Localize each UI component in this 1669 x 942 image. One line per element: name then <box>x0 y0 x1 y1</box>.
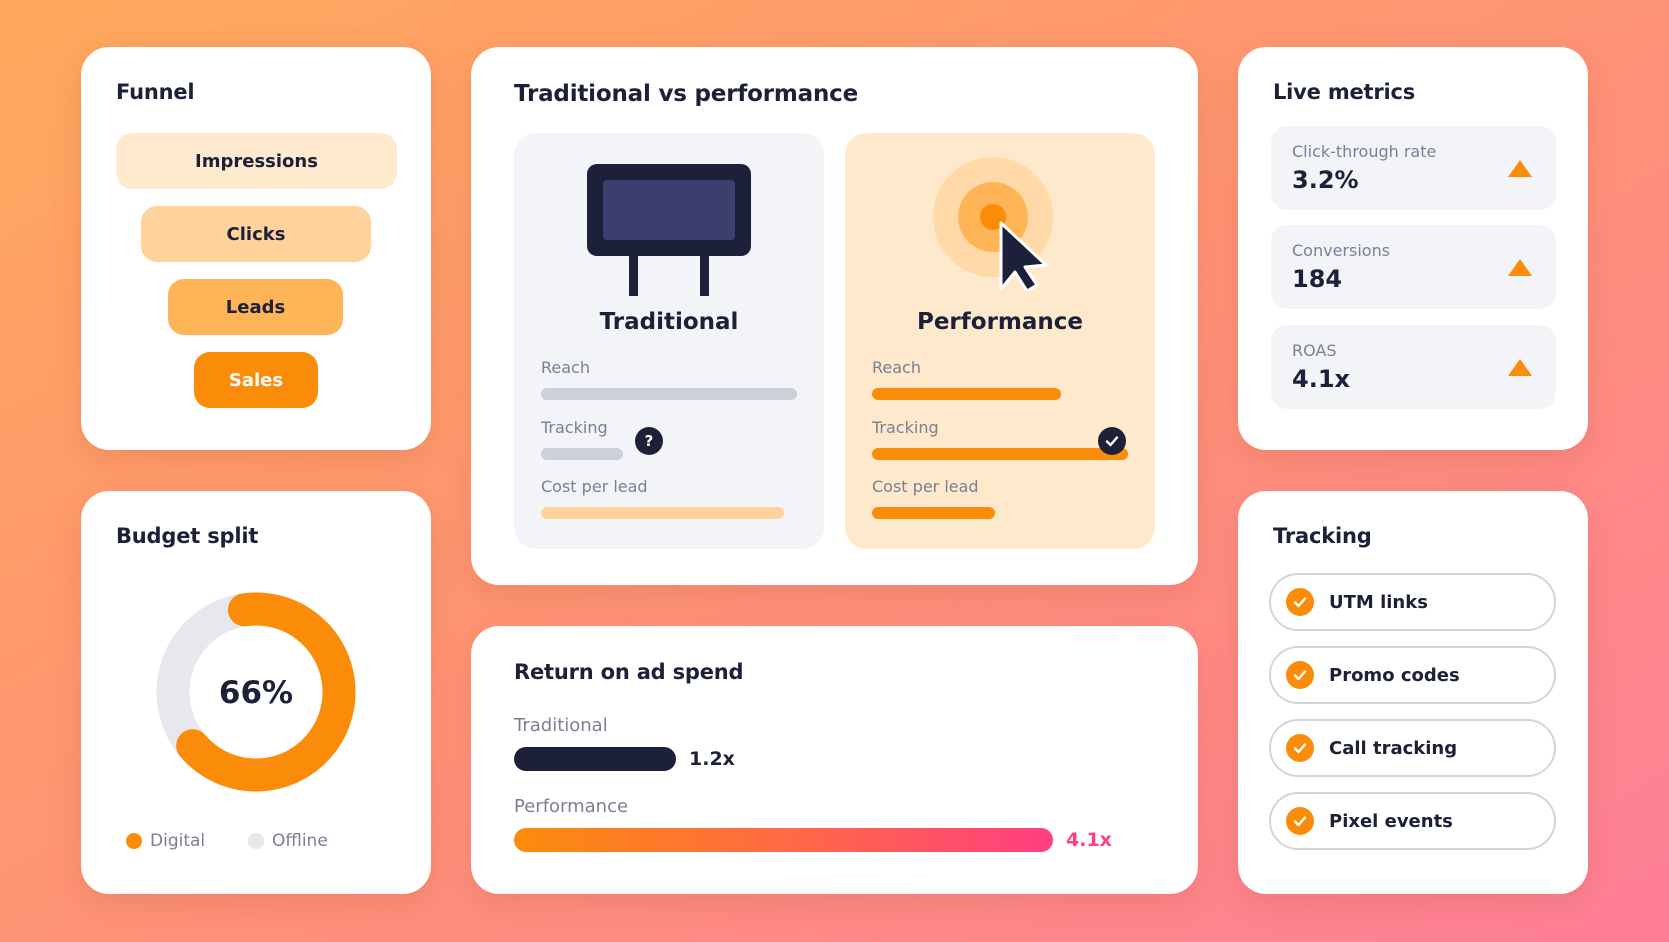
tracking-item-label: Pixel events <box>1329 810 1453 832</box>
traditional-cpl-label: Cost per lead <box>541 477 648 496</box>
funnel-card: Funnel Impressions Clicks Leads Sales <box>81 47 431 450</box>
budget-donut: 66% <box>156 592 356 792</box>
question-badge-icon[interactable]: ? <box>635 427 663 455</box>
legend-dot <box>126 833 142 849</box>
tracking-title: Tracking <box>1273 524 1372 548</box>
legend-digital: Digital <box>126 831 205 851</box>
roas-traditional-value: 1.2x <box>689 748 735 770</box>
funnel-title: Funnel <box>116 80 195 104</box>
traditional-panel: Traditional Reach Tracking ? Cost per le… <box>514 133 824 549</box>
tracking-item-label: UTM links <box>1329 591 1428 613</box>
tracking-item-label: Call tracking <box>1329 737 1458 759</box>
funnel-step-clicks[interactable]: Clicks <box>141 206 371 262</box>
comparison-title: Traditional vs performance <box>514 81 858 107</box>
check-icon <box>1286 588 1314 616</box>
traditional-tracking-label: Tracking <box>541 418 608 437</box>
metric-name: Conversions <box>1292 241 1391 260</box>
tracking-item-pixel-events[interactable]: Pixel events <box>1269 792 1556 850</box>
roas-card: Return on ad spend Traditional 1.2x Perf… <box>471 626 1198 894</box>
metric-value: 4.1x <box>1292 365 1350 393</box>
metric-ctr[interactable]: Click-through rate 3.2% <box>1271 126 1556 210</box>
roas-performance-bar <box>514 828 1053 852</box>
legend-offline: Offline <box>248 831 328 851</box>
funnel-step-label: Sales <box>228 369 284 391</box>
trend-up-icon <box>1508 359 1532 376</box>
funnel-step-sales[interactable]: Sales <box>194 352 318 408</box>
budget-card: Budget split 66% Digital Offline <box>81 491 431 894</box>
tracking-card: Tracking UTM links Promo codes Call trac… <box>1238 491 1588 894</box>
budget-title: Budget split <box>116 524 259 548</box>
roas-performance-value: 4.1x <box>1066 829 1112 851</box>
cursor-target-icon <box>933 157 1053 291</box>
donut-digital-arc <box>156 592 356 792</box>
performance-cpl-label: Cost per lead <box>872 477 979 496</box>
check-icon <box>1286 661 1314 689</box>
tracking-item-promo-codes[interactable]: Promo codes <box>1269 646 1556 704</box>
funnel-step-leads[interactable]: Leads <box>168 279 343 335</box>
performance-cpl-bar <box>872 507 995 519</box>
traditional-tracking-bar <box>541 448 623 460</box>
check-icon <box>1286 734 1314 762</box>
comparison-card: Traditional vs performance Traditional R… <box>471 47 1198 585</box>
donut-percent: 66% <box>219 675 293 711</box>
metric-value: 3.2% <box>1292 166 1359 194</box>
metric-name: ROAS <box>1292 341 1337 360</box>
trend-up-icon <box>1508 160 1532 177</box>
live-metrics-title: Live metrics <box>1273 80 1416 104</box>
performance-tracking-bar <box>872 448 1128 460</box>
performance-reach-bar <box>872 388 1062 400</box>
check-icon <box>1286 807 1314 835</box>
tracking-item-label: Promo codes <box>1329 664 1460 686</box>
legend-label: Offline <box>272 831 328 851</box>
funnel-step-label: Impressions <box>195 150 318 172</box>
tracking-item-call-tracking[interactable]: Call tracking <box>1269 719 1556 777</box>
traditional-cpl-bar <box>541 507 785 519</box>
traditional-title: Traditional <box>599 309 739 335</box>
performance-panel: Performance Reach Tracking Cost per lead <box>845 133 1155 549</box>
performance-tracking-label: Tracking <box>872 418 939 437</box>
check-badge-icon[interactable] <box>1098 427 1126 455</box>
metric-roas[interactable]: ROAS 4.1x <box>1271 325 1556 409</box>
billboard-icon <box>587 164 751 296</box>
performance-reach-label: Reach <box>872 358 921 377</box>
metric-conversions[interactable]: Conversions 184 <box>1271 225 1556 309</box>
trend-up-icon <box>1508 259 1532 276</box>
funnel-step-label: Clicks <box>226 223 286 245</box>
tracking-item-utm-links[interactable]: UTM links <box>1269 573 1556 631</box>
live-metrics-card: Live metrics Click-through rate 3.2% Con… <box>1238 47 1588 450</box>
performance-title: Performance <box>916 309 1084 335</box>
funnel-step-label: Leads <box>225 296 286 318</box>
funnel-step-impressions[interactable]: Impressions <box>116 133 397 189</box>
legend-label: Digital <box>150 831 206 851</box>
legend-dot <box>248 833 264 849</box>
roas-traditional-label: Traditional <box>514 715 608 736</box>
roas-traditional-bar <box>514 747 676 771</box>
metric-value: 184 <box>1292 265 1343 293</box>
traditional-reach-label: Reach <box>541 358 590 377</box>
traditional-reach-bar <box>541 388 797 400</box>
roas-title: Return on ad spend <box>514 660 744 684</box>
metric-name: Click-through rate <box>1292 142 1437 161</box>
roas-performance-label: Performance <box>514 796 629 817</box>
